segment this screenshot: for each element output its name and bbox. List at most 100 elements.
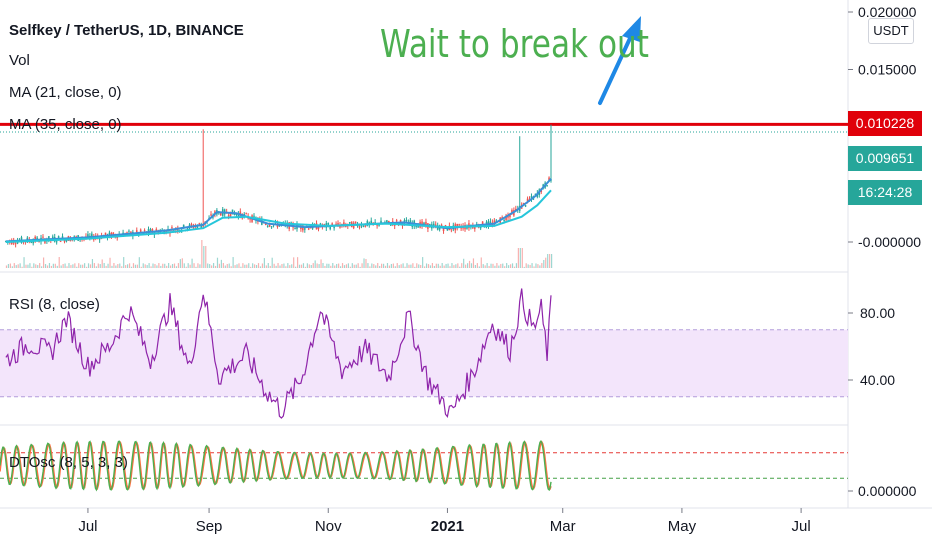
volume-bar xyxy=(506,263,507,268)
volume-bar xyxy=(283,264,284,268)
last-price-tag: 0.009651 xyxy=(848,146,922,171)
volume-bar xyxy=(395,266,396,268)
volume-bar xyxy=(350,267,351,268)
volume-bar xyxy=(229,264,230,268)
volume-bar xyxy=(21,267,22,268)
volume-bar xyxy=(449,266,450,268)
volume-bar xyxy=(537,264,538,268)
candle-body xyxy=(355,222,357,223)
price-candles xyxy=(5,125,552,248)
volume-bar xyxy=(408,265,409,268)
volume-bar xyxy=(379,266,380,268)
volume-bar xyxy=(39,263,40,268)
volume-bar xyxy=(137,265,138,268)
candle-body xyxy=(503,220,505,221)
volume-bar xyxy=(516,263,517,268)
volume-bar xyxy=(23,257,24,268)
volume-bar xyxy=(53,264,54,268)
currency-button[interactable]: USDT xyxy=(868,18,914,44)
volume-bar xyxy=(336,264,337,268)
volume-bar xyxy=(418,264,419,268)
time-tick-label: Sep xyxy=(196,518,223,535)
volume-bar xyxy=(186,267,187,268)
volume-bar xyxy=(246,265,247,268)
candle-body xyxy=(267,226,269,227)
candle-body xyxy=(128,231,130,232)
volume-bar xyxy=(422,257,423,268)
volume-bar xyxy=(334,266,335,268)
candle-body xyxy=(58,236,60,237)
volume-bar xyxy=(414,267,415,268)
volume-bar xyxy=(545,258,546,268)
volume-bar xyxy=(404,267,405,268)
volume-bar xyxy=(242,263,243,268)
volume-bar xyxy=(270,266,271,268)
volume-bar xyxy=(301,265,302,268)
volume-bar xyxy=(254,264,255,268)
volume-bar xyxy=(260,266,261,268)
volume-bar xyxy=(215,266,216,268)
volume-bar xyxy=(274,264,275,268)
volume-bar xyxy=(471,263,472,268)
candle-body xyxy=(30,242,32,243)
legend-ma21: MA (21, close, 0) xyxy=(9,84,122,101)
volume-bar xyxy=(436,264,437,268)
volume-bar xyxy=(33,263,34,268)
volume-bar xyxy=(543,260,544,268)
volume-bar xyxy=(479,266,480,268)
volume-bar xyxy=(127,264,128,268)
volume-bar xyxy=(104,263,105,268)
volume-bar xyxy=(457,263,458,268)
volume-bar xyxy=(207,263,208,268)
volume-bar xyxy=(473,258,474,268)
volume-bar xyxy=(96,266,97,268)
volume-bar xyxy=(342,263,343,268)
volume-bar xyxy=(248,263,249,268)
volume-bar xyxy=(195,267,196,268)
volume-bar xyxy=(88,263,89,268)
legend-volume: Vol xyxy=(9,52,30,69)
volume-bar xyxy=(504,266,505,268)
volume-bar xyxy=(340,266,341,268)
annotation-text: Wait to break out xyxy=(380,22,649,66)
volume-bar xyxy=(129,263,130,268)
volume-bar xyxy=(25,265,26,268)
volume-bar xyxy=(219,264,220,268)
volume-bar xyxy=(496,263,497,268)
volume-bar xyxy=(442,263,443,268)
volume-bar xyxy=(338,264,339,268)
volume-bar xyxy=(424,266,425,268)
volume-bar xyxy=(211,265,212,268)
time-tick-label: May xyxy=(668,518,697,535)
volume-bar xyxy=(447,264,448,268)
volume-bar xyxy=(420,265,421,268)
volume-bar xyxy=(27,265,28,268)
volume-bar xyxy=(438,264,439,268)
volume-bar xyxy=(522,248,523,268)
volume-bar xyxy=(141,267,142,268)
volume-bar xyxy=(381,264,382,268)
volume-bar xyxy=(512,263,513,268)
volume-bar xyxy=(373,264,374,268)
volume-bar xyxy=(182,258,183,268)
volume-bar xyxy=(403,263,404,268)
volume-bar xyxy=(119,264,120,268)
volume-bar xyxy=(377,263,378,268)
volume-bar xyxy=(549,254,550,268)
candle-body xyxy=(451,229,453,230)
volume-bar xyxy=(250,267,251,268)
volume-bar xyxy=(106,266,107,268)
volume-bar xyxy=(35,264,36,268)
volume-bar xyxy=(102,259,103,268)
volume-bar xyxy=(303,263,304,268)
volume-bar xyxy=(365,259,366,268)
candle-body xyxy=(333,227,335,228)
candle-body xyxy=(458,224,460,225)
volume-bar xyxy=(307,263,308,268)
volume-bar xyxy=(78,263,79,268)
volume-bar xyxy=(197,263,198,268)
volume-bar xyxy=(311,265,312,268)
volume-bar xyxy=(8,264,9,268)
volume-bar xyxy=(262,263,263,268)
